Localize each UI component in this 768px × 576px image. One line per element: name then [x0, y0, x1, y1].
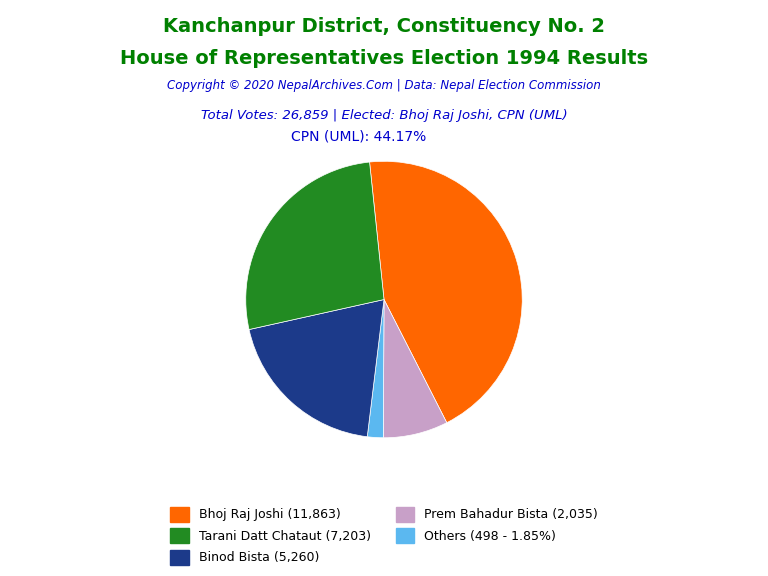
Text: RPP: 19.58%: RPP: 19.58%: [0, 575, 1, 576]
Text: Kanchanpur District, Constituency No. 2: Kanchanpur District, Constituency No. 2: [163, 17, 605, 36]
Text: House of Representatives Election 1994 Results: House of Representatives Election 1994 R…: [120, 49, 648, 68]
Text: NC: 26.82%: NC: 26.82%: [0, 575, 1, 576]
Wedge shape: [249, 300, 384, 437]
Text: CPN (UML): 44.17%: CPN (UML): 44.17%: [292, 130, 427, 143]
Legend: Bhoj Raj Joshi (11,863), Tarani Datt Chataut (7,203), Binod Bista (5,260), Prem : Bhoj Raj Joshi (11,863), Tarani Datt Cha…: [165, 502, 603, 570]
Text: Copyright © 2020 NepalArchives.Com | Data: Nepal Election Commission: Copyright © 2020 NepalArchives.Com | Dat…: [167, 79, 601, 93]
Wedge shape: [383, 300, 447, 438]
Text: Total Votes: 26,859 | Elected: Bhoj Raj Joshi, CPN (UML): Total Votes: 26,859 | Elected: Bhoj Raj …: [200, 109, 568, 123]
Wedge shape: [367, 300, 384, 438]
Wedge shape: [369, 161, 522, 423]
Wedge shape: [246, 162, 384, 329]
Text: Ind: 7.58%: Ind: 7.58%: [0, 575, 1, 576]
